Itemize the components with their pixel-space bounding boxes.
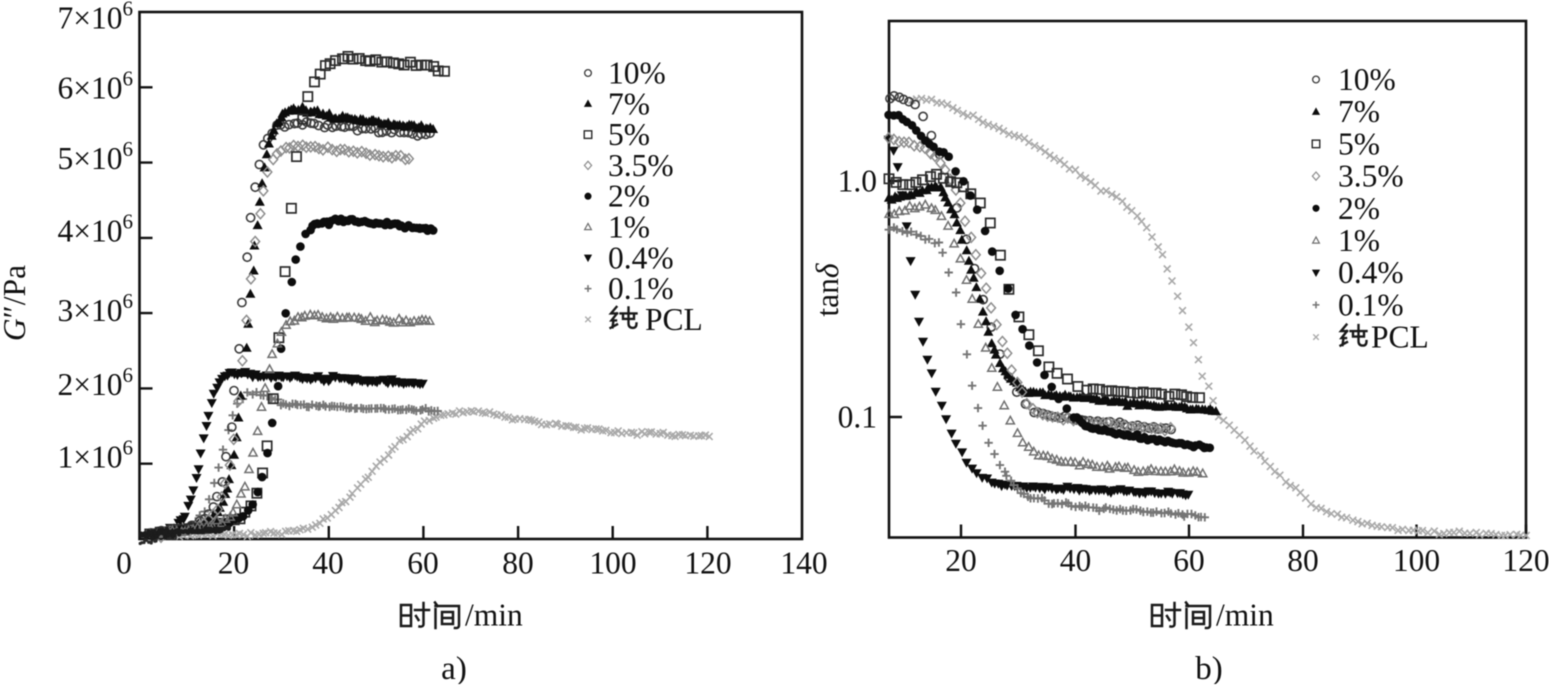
svg-text:7×106: 7×106 <box>57 0 133 36</box>
svg-text:6×106: 6×106 <box>57 67 133 106</box>
svg-text:PCL: PCL <box>1371 320 1429 355</box>
svg-text:140: 140 <box>780 546 827 581</box>
svg-text:40: 40 <box>1060 543 1092 578</box>
svg-text:20: 20 <box>945 543 977 578</box>
svg-text:PCL: PCL <box>645 302 703 337</box>
svg-text:4×106: 4×106 <box>57 210 133 249</box>
svg-text:0.1%: 0.1% <box>1338 287 1404 322</box>
svg-text:7%: 7% <box>1338 94 1380 129</box>
svg-text:120: 120 <box>1502 543 1549 578</box>
svg-text:7%: 7% <box>608 86 650 121</box>
svg-text:40: 40 <box>312 546 344 581</box>
svg-text:0.1%: 0.1% <box>608 271 674 306</box>
svg-text:120: 120 <box>684 546 731 581</box>
svg-text:2×106: 2×106 <box>57 363 133 402</box>
svg-text:3.5%: 3.5% <box>1338 159 1404 194</box>
svg-text:0.1: 0.1 <box>838 400 877 435</box>
svg-text:1%: 1% <box>608 210 650 245</box>
svg-text:/min: /min <box>465 598 523 633</box>
svg-text:5×106: 5×106 <box>57 137 133 176</box>
svg-text:tanδ: tanδ <box>810 262 845 316</box>
svg-text:2%: 2% <box>1338 191 1380 226</box>
svg-text:a): a) <box>441 651 467 684</box>
svg-text:3.5%: 3.5% <box>608 148 674 183</box>
svg-text:G″/Pa: G″/Pa <box>0 265 32 341</box>
svg-text:3×106: 3×106 <box>57 289 133 328</box>
svg-text:60: 60 <box>407 546 439 581</box>
svg-text:b): b) <box>1195 651 1223 684</box>
svg-text:80: 80 <box>502 546 534 581</box>
svg-text:0.4%: 0.4% <box>608 240 674 275</box>
svg-text:100: 100 <box>589 546 636 581</box>
svg-text:0: 0 <box>116 546 132 581</box>
svg-text:1×106: 1×106 <box>57 436 133 475</box>
svg-text:80: 80 <box>1287 543 1319 578</box>
svg-text:1.0: 1.0 <box>838 164 877 199</box>
svg-text:10%: 10% <box>608 56 666 91</box>
svg-text:100: 100 <box>1393 543 1440 578</box>
svg-text:60: 60 <box>1173 543 1205 578</box>
svg-text:0.4%: 0.4% <box>1338 255 1404 290</box>
svg-text:/min: /min <box>1216 598 1274 633</box>
svg-text:5%: 5% <box>1338 126 1380 161</box>
svg-text:10%: 10% <box>1338 62 1396 97</box>
svg-text:2%: 2% <box>608 179 650 214</box>
svg-text:5%: 5% <box>608 117 650 152</box>
svg-text:20: 20 <box>218 546 250 581</box>
svg-text:1%: 1% <box>1338 223 1380 258</box>
